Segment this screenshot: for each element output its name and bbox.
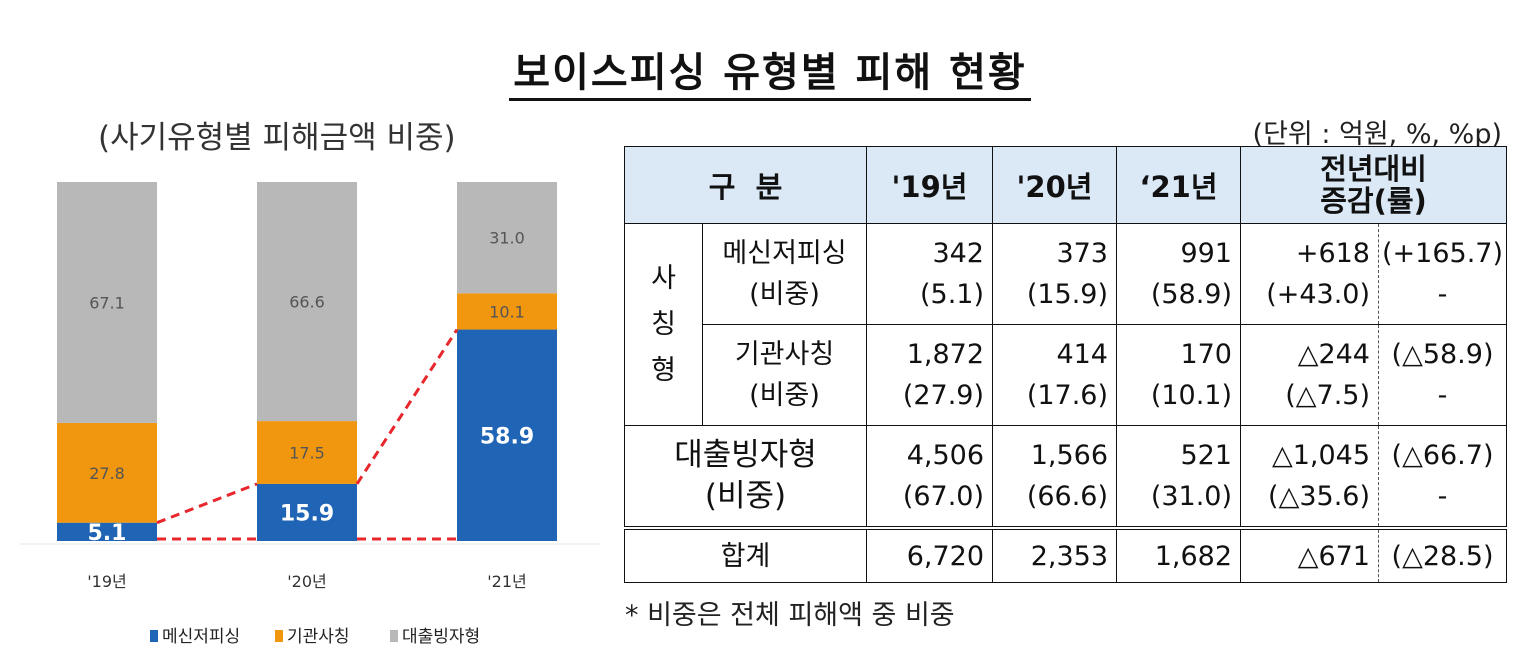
data-label: 31.0 <box>489 229 525 248</box>
footnote: * 비중은 전체 피해액 중 비중 <box>625 600 955 631</box>
row-name: 기관사칭 (비중) <box>702 324 867 426</box>
header-category: 구 분 <box>624 146 867 224</box>
table-total-row: 합계 6,720 2,353 1,682 △671 (△28.5) <box>624 526 1508 583</box>
row-name: 대출빙자형 (비중) <box>624 425 867 529</box>
x-tick-label: '21년 <box>487 572 526 591</box>
page-title: 보이스피싱 유형별 피해 현황 <box>0 40 1540 101</box>
total-2021: 1,682 <box>1116 526 1241 583</box>
bar-기관사칭-0 <box>57 422 157 523</box>
data-label: 67.1 <box>89 293 125 312</box>
table-row: 기관사칭 (비중) 1,872 (27.9) 414 (17.6) 170 (10.1)… <box>625 324 1508 426</box>
cell-2019: 342 (5.1) <box>866 223 993 325</box>
bar-메신저피싱-1 <box>257 483 357 541</box>
data-label: 10.1 <box>489 302 525 321</box>
cell-2020: 1,566 (66.6) <box>992 425 1117 529</box>
data-label: 27.8 <box>89 464 125 483</box>
chart-subtitle: (사기유형별 피해금액 비중) <box>98 120 456 156</box>
stacked-bar-chart: 5.1 27.8 67.1 15.9 17.5 66.6 58.9 10.1 31.0 '19년… <box>20 182 600 647</box>
data-label: 15.9 <box>280 501 334 526</box>
bar-대출빙자형-1 <box>257 182 357 422</box>
legend-swatch <box>275 630 283 642</box>
x-tick-label: '19년 <box>87 572 126 591</box>
cell-2021: 170 (10.1) <box>1116 324 1241 426</box>
legend-swatch <box>390 630 398 642</box>
header-change: 전년대비 증감(률) <box>1239 146 1508 224</box>
bar-기관사칭-1 <box>257 421 357 484</box>
header-2021: ‘21년 <box>1116 146 1241 224</box>
trend-line-top <box>156 482 258 525</box>
data-label: 5.1 <box>88 521 127 546</box>
data-label: 58.9 <box>480 424 534 449</box>
total-rate: (△28.5) <box>1377 526 1508 583</box>
data-label: 17.5 <box>289 444 325 463</box>
header-2019: '19년 <box>866 146 993 224</box>
trend-line-top <box>355 328 459 485</box>
bar-기관사칭-2 <box>457 293 557 330</box>
cell-rate: (+165.7) - <box>1377 223 1508 325</box>
cell-2020: 414 (17.6) <box>992 324 1117 426</box>
total-change: △671 <box>1240 526 1379 583</box>
cell-2019: 1,872 (27.9) <box>866 324 993 426</box>
x-tick-label: '20년 <box>287 572 326 591</box>
bar-대출빙자형-0 <box>57 182 157 423</box>
cell-2021: 991 (58.9) <box>1116 223 1241 325</box>
data-label: 66.6 <box>289 293 325 312</box>
cell-2019: 4,506 (67.0) <box>866 425 993 529</box>
legend-label: 대출빙자형 <box>402 627 480 647</box>
cell-change: +618 (+43.0) <box>1240 223 1379 325</box>
cell-change: △244 (△7.5) <box>1240 324 1379 426</box>
bar-메신저피싱-2 <box>457 329 557 541</box>
cell-2020: 373 (15.9) <box>992 223 1117 325</box>
table-row: 대출빙자형 (비중) 4,506 (67.0) 1,566 (66.6) 521 (31… <box>624 425 1508 529</box>
bar-메신저피싱-0 <box>57 522 157 541</box>
bar-대출빙자형-2 <box>457 182 557 294</box>
legend-label: 기관사칭 <box>287 627 350 647</box>
cell-rate: (△58.9) - <box>1377 324 1508 426</box>
cell-change: △1,045 (△35.6) <box>1240 425 1379 529</box>
header-2020: '20년 <box>992 146 1117 224</box>
legend-label: 메신저피싱 <box>162 627 240 647</box>
total-2019: 6,720 <box>866 526 993 583</box>
row-name: 메신저피싱 (비중) <box>702 223 867 325</box>
cell-rate: (△66.7) - <box>1377 425 1508 529</box>
legend-swatch <box>150 630 158 642</box>
cell-2021: 521 (31.0) <box>1116 425 1241 529</box>
total-label: 합계 <box>624 526 867 583</box>
unit-note: (단위 : 억원, %, %p) <box>1252 119 1502 150</box>
total-2020: 2,353 <box>992 526 1117 583</box>
table-header-row: 구 분 '19년 '20년 ‘21년 전년대비 증감(률) <box>624 146 1508 224</box>
